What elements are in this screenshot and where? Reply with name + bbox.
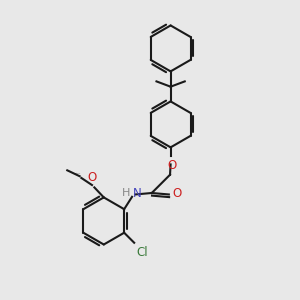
Text: N: N bbox=[133, 187, 142, 200]
Text: Cl: Cl bbox=[136, 246, 148, 259]
Text: O: O bbox=[172, 187, 182, 200]
Text: O: O bbox=[87, 171, 97, 184]
Text: methoxy: methoxy bbox=[75, 173, 81, 174]
Text: H: H bbox=[122, 188, 130, 198]
Text: O: O bbox=[167, 159, 177, 172]
